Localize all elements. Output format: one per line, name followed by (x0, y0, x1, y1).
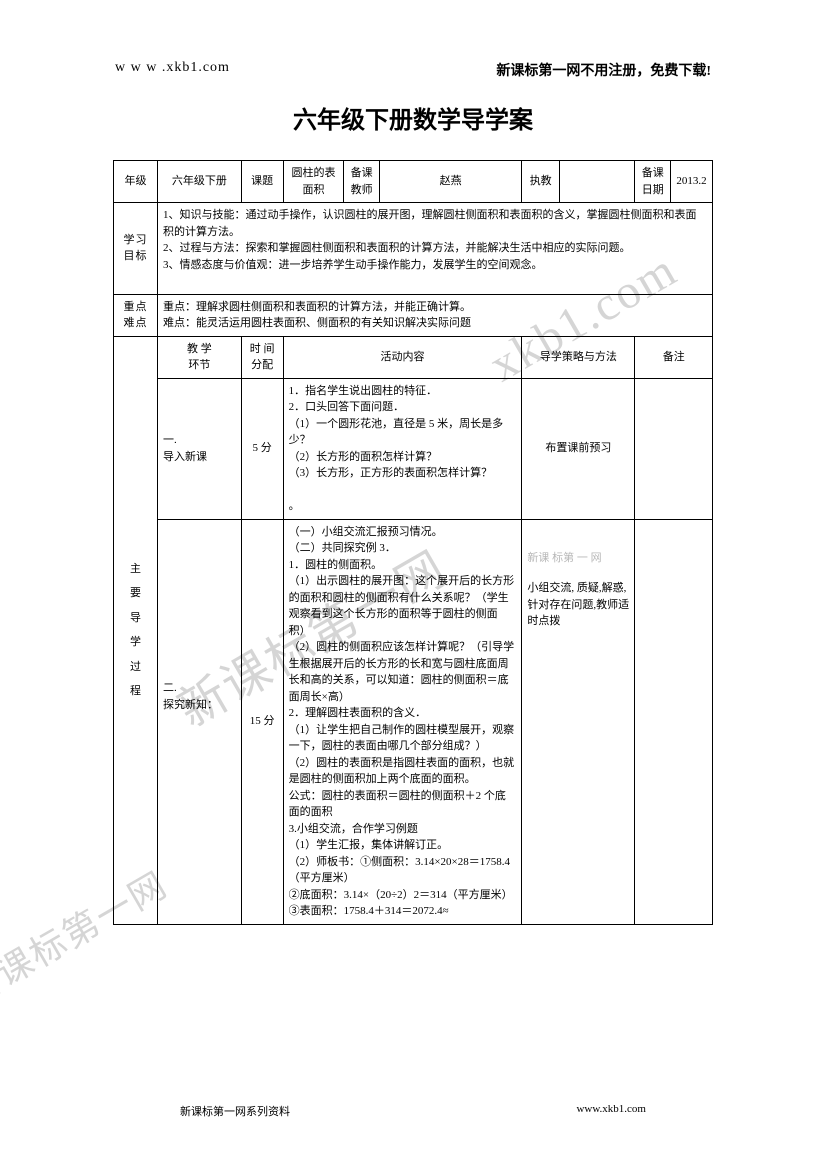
keypoints-row: 重点难点 重点：理解求圆柱侧面积和表面积的计算方法，并能正确计算。 难点：能灵活… (114, 294, 713, 336)
subject-label: 课题 (241, 161, 283, 203)
stage-1: 一. 导入新课 (157, 378, 241, 519)
process-row-2: 二. 探究新知： 15 分 （一）小组交流汇报预习情况。 （二）共同探究例 3．… (114, 519, 713, 924)
header-url: w w w .xkb1.com (115, 60, 230, 80)
info-row: 年级 六年级下册 课题 圆柱的表面积 备课教师 赵燕 执教 备课日期 2013.… (114, 161, 713, 203)
prep-teacher-label: 备课教师 (344, 161, 380, 203)
strategy-2-main: 小组交流, 质疑,解惑,针对存在问题,教师适时点拨 (527, 580, 629, 630)
strategy-1: 布置课前预习 (522, 378, 635, 519)
footer-left: 新课标第一网系列资料 (180, 1103, 290, 1119)
goals-label: 学习目标 (114, 203, 158, 295)
keypoints-label: 重点难点 (114, 294, 158, 336)
process-row-1: 一. 导入新课 5 分 1．指名学生说出圆柱的特征． 2．口头回答下面问题． （… (114, 378, 713, 519)
strategy-2-pre: 新课 标第 一 网 (527, 550, 629, 567)
goals-row: 学习目标 1、知识与技能：通过动手操作，认识圆柱的展开图，理解圆柱侧面积和表面积… (114, 203, 713, 295)
notes-1 (635, 378, 713, 519)
activity-header: 活动内容 (283, 336, 522, 378)
keypoints-content: 重点：理解求圆柱侧面积和表面积的计算方法，并能正确计算。 难点：能灵活运用圆柱表… (157, 294, 712, 336)
process-char-5: 程 (119, 683, 152, 700)
lesson-plan-table: 年级 六年级下册 课题 圆柱的表面积 备课教师 赵燕 执教 备课日期 2013.… (113, 160, 713, 925)
activity-2: （一）小组交流汇报预习情况。 （二）共同探究例 3． 1．圆柱的侧面积。 （1）… (283, 519, 522, 924)
process-char-0: 主 (119, 561, 152, 578)
strategy-2: 新课 标第 一 网 小组交流, 质疑,解惑,针对存在问题,教师适时点拨 (522, 519, 635, 924)
stage-header: 教 学 环节 (157, 336, 241, 378)
prep-date-value: 2013.2 (671, 161, 713, 203)
activity-1: 1．指名学生说出圆柱的特征． 2．口头回答下面问题． （1）一个圆形花池，直径是… (283, 378, 522, 519)
document-title: 六年级下册数学导学案 (0, 100, 826, 135)
time-1: 5 分 (241, 378, 283, 519)
header-notice: 新课标第一网不用注册，免费下载! (496, 60, 711, 80)
notes-2 (635, 519, 713, 924)
goals-content: 1、知识与技能：通过动手操作，认识圆柱的展开图，理解圆柱侧面积和表面积的含义，掌… (157, 203, 712, 295)
time-2: 15 分 (241, 519, 283, 924)
prep-date-label: 备课日期 (635, 161, 671, 203)
process-char-3: 学 (119, 634, 152, 651)
page-header: w w w .xkb1.com 新课标第一网不用注册，免费下载! (0, 0, 826, 80)
subject-value: 圆柱的表面积 (283, 161, 344, 203)
strategy-header: 导学策略与方法 (522, 336, 635, 378)
process-header-row: 主 要 导 学 过 程 教 学 环节 时 间 分配 活动内容 导学策略与方法 备… (114, 336, 713, 378)
process-main-label: 主 要 导 学 过 程 (114, 336, 158, 924)
process-char-2: 导 (119, 610, 152, 627)
teach-label: 执教 (522, 161, 560, 203)
prep-teacher-value: 赵燕 (379, 161, 521, 203)
page-footer: 新课标第一网系列资料 www.xkb1.com (0, 1103, 826, 1119)
process-char-1: 要 (119, 585, 152, 602)
footer-right: www.xkb1.com (576, 1103, 646, 1119)
time-header: 时 间 分配 (241, 336, 283, 378)
process-char-4: 过 (119, 659, 152, 676)
grade-value: 六年级下册 (157, 161, 241, 203)
teach-value (560, 161, 635, 203)
grade-label: 年级 (114, 161, 158, 203)
notes-header: 备注 (635, 336, 713, 378)
stage-2: 二. 探究新知： (157, 519, 241, 924)
